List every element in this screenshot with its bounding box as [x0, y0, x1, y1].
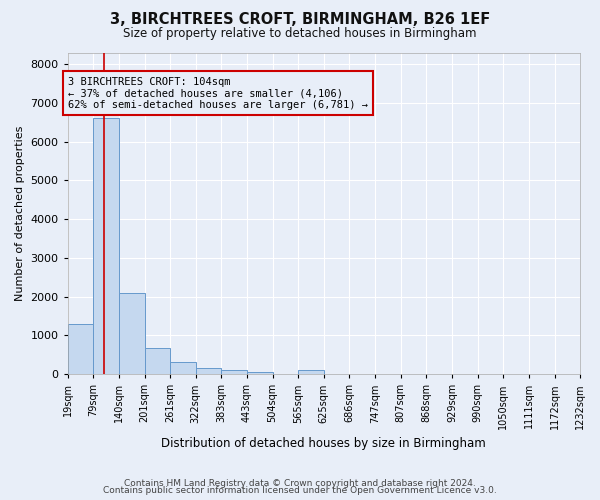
- Text: 3 BIRCHTREES CROFT: 104sqm
← 37% of detached houses are smaller (4,106)
62% of s: 3 BIRCHTREES CROFT: 104sqm ← 37% of deta…: [68, 76, 368, 110]
- Y-axis label: Number of detached properties: Number of detached properties: [15, 126, 25, 301]
- Bar: [196, 368, 221, 374]
- Bar: [68, 324, 93, 374]
- Text: 3, BIRCHTREES CROFT, BIRMINGHAM, B26 1EF: 3, BIRCHTREES CROFT, BIRMINGHAM, B26 1EF: [110, 12, 490, 28]
- Text: Contains public sector information licensed under the Open Government Licence v3: Contains public sector information licen…: [103, 486, 497, 495]
- Bar: [247, 372, 272, 374]
- Bar: [119, 293, 145, 374]
- Text: Contains HM Land Registry data © Crown copyright and database right 2024.: Contains HM Land Registry data © Crown c…: [124, 478, 476, 488]
- Bar: [221, 370, 247, 374]
- Text: Size of property relative to detached houses in Birmingham: Size of property relative to detached ho…: [123, 28, 477, 40]
- Bar: [93, 118, 119, 374]
- Bar: [298, 370, 323, 374]
- X-axis label: Distribution of detached houses by size in Birmingham: Distribution of detached houses by size …: [161, 437, 486, 450]
- Bar: [170, 362, 196, 374]
- Bar: [145, 348, 170, 374]
